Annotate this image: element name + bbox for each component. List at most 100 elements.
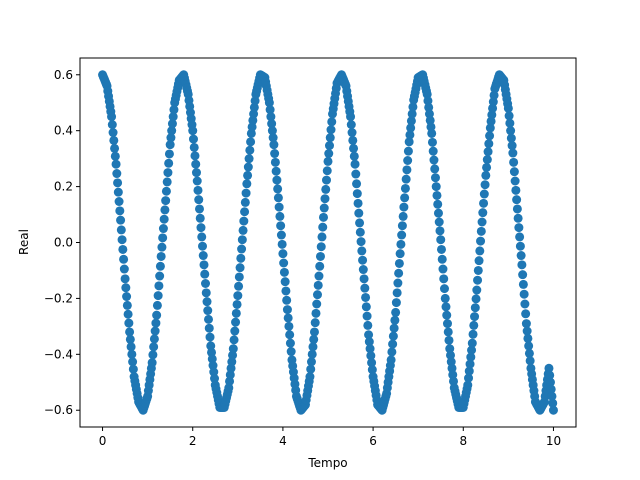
data-point xyxy=(195,213,205,223)
data-point xyxy=(427,128,437,138)
data-point xyxy=(389,323,399,333)
data-point xyxy=(270,157,280,167)
data-point xyxy=(159,214,169,224)
data-point xyxy=(347,128,357,138)
data-point xyxy=(122,292,132,302)
data-point xyxy=(518,270,528,280)
data-point xyxy=(466,352,476,362)
data-point xyxy=(393,278,403,288)
data-point xyxy=(479,189,489,199)
data-point xyxy=(265,105,275,115)
data-point xyxy=(242,179,252,189)
data-point xyxy=(119,264,129,274)
data-point xyxy=(548,398,558,408)
data-point xyxy=(484,139,494,149)
data-point xyxy=(348,135,358,145)
data-point xyxy=(320,194,330,204)
y-tick-label: −0.2 xyxy=(44,291,73,305)
data-point xyxy=(306,357,316,367)
data-point xyxy=(404,137,414,147)
data-point xyxy=(403,156,413,165)
data-point xyxy=(464,373,474,383)
data-point xyxy=(394,268,404,278)
data-point xyxy=(311,308,321,318)
data-point xyxy=(364,330,374,340)
data-point xyxy=(162,177,172,187)
data-point xyxy=(163,168,173,178)
data-point xyxy=(118,244,128,254)
y-tick-label: 0.4 xyxy=(54,124,73,138)
data-point xyxy=(362,311,372,321)
data-point xyxy=(149,334,159,344)
data-point xyxy=(272,175,282,185)
data-point xyxy=(506,126,516,136)
data-point xyxy=(244,154,254,164)
data-point xyxy=(169,105,179,115)
data-point xyxy=(511,185,521,195)
data-point xyxy=(267,126,277,136)
data-point xyxy=(154,281,164,291)
data-point xyxy=(346,120,356,130)
data-point xyxy=(547,391,557,401)
data-point xyxy=(166,133,176,143)
data-points xyxy=(98,70,558,415)
data-point xyxy=(473,265,483,275)
data-point xyxy=(158,224,168,234)
data-point xyxy=(126,342,136,352)
data-point xyxy=(209,367,219,377)
data-point xyxy=(433,208,443,218)
data-point xyxy=(430,164,440,174)
data-point xyxy=(353,198,363,208)
data-point xyxy=(164,149,174,159)
data-point xyxy=(264,98,274,108)
data-point xyxy=(270,149,280,159)
data-point xyxy=(473,275,483,285)
data-point xyxy=(164,158,174,168)
data-point xyxy=(436,235,446,245)
data-point xyxy=(390,315,400,325)
data-point xyxy=(435,226,445,236)
data-point xyxy=(192,176,202,186)
data-point xyxy=(250,96,260,106)
data-point xyxy=(408,102,418,112)
data-point xyxy=(147,358,157,368)
data-point xyxy=(424,102,434,112)
data-point xyxy=(508,148,518,158)
data-point xyxy=(525,356,535,366)
data-point xyxy=(355,218,365,228)
data-point xyxy=(402,165,412,175)
data-point xyxy=(365,344,375,354)
data-point xyxy=(207,347,217,357)
data-point xyxy=(115,206,125,216)
data-point xyxy=(228,350,238,360)
data-point xyxy=(249,102,259,112)
data-point xyxy=(152,300,162,310)
data-point xyxy=(281,286,291,296)
data-point xyxy=(545,377,555,387)
x-tick-label: 0 xyxy=(99,434,107,448)
data-point xyxy=(518,279,528,289)
data-point xyxy=(231,308,241,318)
data-point xyxy=(114,197,124,206)
data-point xyxy=(124,318,134,328)
data-point xyxy=(285,330,295,340)
data-point xyxy=(318,212,328,222)
data-point xyxy=(366,351,376,361)
data-point xyxy=(431,182,441,192)
data-point xyxy=(358,265,368,275)
data-point xyxy=(322,166,332,176)
data-point xyxy=(245,145,255,155)
x-tick-label: 6 xyxy=(369,434,377,448)
data-point xyxy=(282,295,292,305)
data-point xyxy=(285,338,295,348)
data-point xyxy=(108,128,118,138)
data-point xyxy=(507,141,517,151)
data-point xyxy=(482,155,492,165)
data-point xyxy=(240,207,250,217)
data-point xyxy=(427,137,437,147)
data-point xyxy=(465,359,475,369)
data-point xyxy=(191,168,201,178)
data-point xyxy=(471,294,481,304)
data-point xyxy=(123,309,133,319)
